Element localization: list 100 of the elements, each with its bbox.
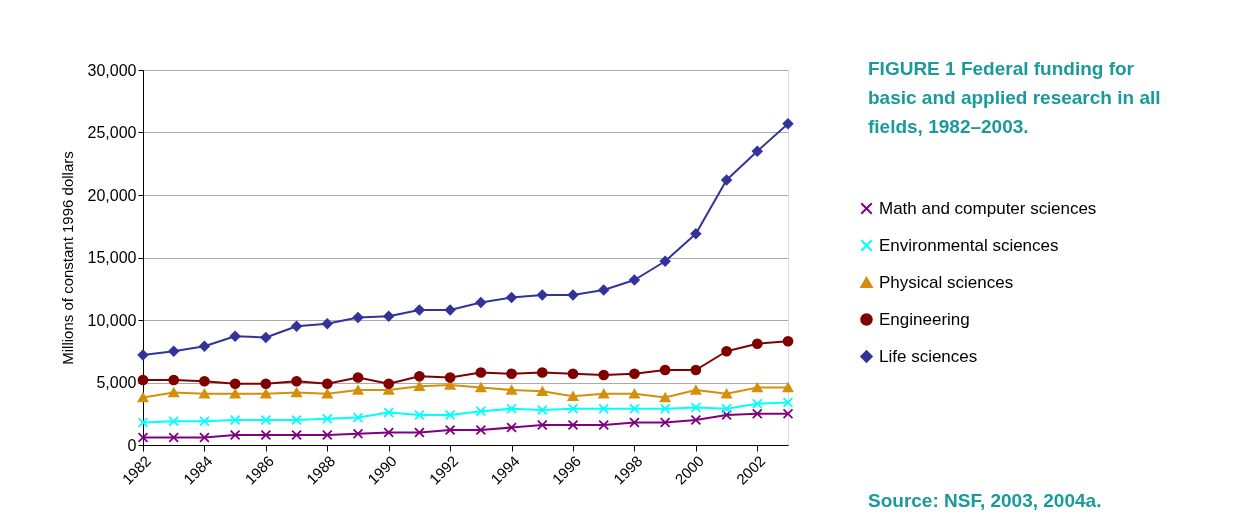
text: FIGURE 1 Federal funding for basic and applied research in all fields, 1982–2003.	[868, 58, 1161, 137]
point	[536, 386, 548, 397]
point	[229, 330, 241, 342]
point	[229, 378, 241, 390]
point	[168, 345, 180, 357]
point	[414, 304, 425, 316]
point	[659, 392, 671, 403]
point	[598, 388, 610, 399]
point	[659, 364, 671, 376]
point	[199, 432, 210, 443]
point	[475, 367, 487, 378]
point	[598, 369, 610, 381]
point	[659, 403, 671, 415]
point	[751, 398, 763, 410]
point	[199, 415, 210, 427]
point	[321, 388, 333, 399]
point	[629, 274, 640, 286]
y-tick-label: 25,000	[87, 124, 137, 141]
legend-label: Physical sciences	[879, 272, 1014, 292]
point	[475, 405, 487, 417]
point	[444, 424, 456, 436]
source-note: Source: NSF, 2003, 2004a.	[868, 490, 1102, 511]
legend-label: Life sciences	[879, 346, 978, 366]
point	[751, 338, 763, 350]
point	[782, 382, 794, 393]
point	[506, 368, 517, 380]
point	[383, 310, 395, 322]
point	[536, 289, 548, 301]
point	[321, 378, 333, 390]
point	[567, 391, 579, 402]
point	[414, 370, 425, 382]
y-axis-title: Millions of constant 1996 dollars	[58, 151, 76, 365]
point	[506, 422, 517, 433]
point	[199, 388, 210, 399]
point	[721, 388, 732, 399]
point	[751, 408, 763, 420]
point	[444, 304, 456, 316]
point	[690, 414, 702, 426]
point	[137, 432, 149, 443]
point	[690, 402, 702, 413]
point	[137, 392, 149, 403]
point	[414, 409, 425, 421]
point	[291, 429, 302, 441]
point	[506, 403, 517, 415]
point	[690, 228, 702, 240]
legend-label: Environmental sciences	[879, 235, 1059, 255]
point	[199, 375, 210, 387]
point	[291, 320, 302, 332]
point	[291, 414, 302, 426]
point	[536, 404, 548, 416]
y-tick-label: 20,000	[87, 186, 137, 204]
point	[383, 407, 395, 418]
point	[567, 368, 579, 380]
point	[383, 378, 395, 390]
point	[629, 403, 640, 415]
point	[782, 335, 794, 347]
point	[260, 332, 272, 343]
point	[352, 372, 364, 383]
point	[629, 417, 640, 428]
point	[414, 427, 425, 438]
point	[629, 388, 640, 399]
point	[475, 382, 487, 393]
point	[199, 340, 210, 352]
point	[352, 385, 364, 395]
point	[721, 345, 732, 357]
legend-label: Math and computer sciences	[879, 198, 1097, 218]
point	[229, 414, 241, 426]
point	[260, 388, 272, 399]
point	[690, 364, 702, 376]
point	[475, 424, 487, 436]
point	[168, 374, 180, 386]
point	[137, 417, 149, 428]
point	[383, 427, 395, 438]
point	[229, 429, 241, 441]
point	[475, 297, 487, 308]
point	[536, 419, 548, 431]
point	[260, 429, 272, 441]
y-tick-label: 5,000	[96, 374, 137, 391]
point	[352, 412, 364, 423]
point	[567, 289, 579, 301]
point	[751, 145, 763, 157]
y-tick-label: 15,000	[87, 249, 137, 266]
point	[352, 428, 364, 440]
point	[291, 375, 302, 387]
point	[168, 432, 180, 443]
point	[321, 413, 333, 425]
point	[629, 368, 640, 380]
point	[352, 312, 364, 323]
point	[659, 255, 671, 267]
point	[782, 408, 794, 420]
point	[260, 378, 272, 390]
point	[721, 409, 732, 421]
y-tick-label: 30,000	[87, 61, 137, 79]
y-tick-label: 0	[127, 436, 137, 454]
point	[751, 382, 763, 393]
point	[506, 292, 517, 303]
point	[321, 429, 333, 441]
point	[598, 403, 610, 415]
point	[260, 414, 272, 426]
point	[168, 387, 180, 398]
